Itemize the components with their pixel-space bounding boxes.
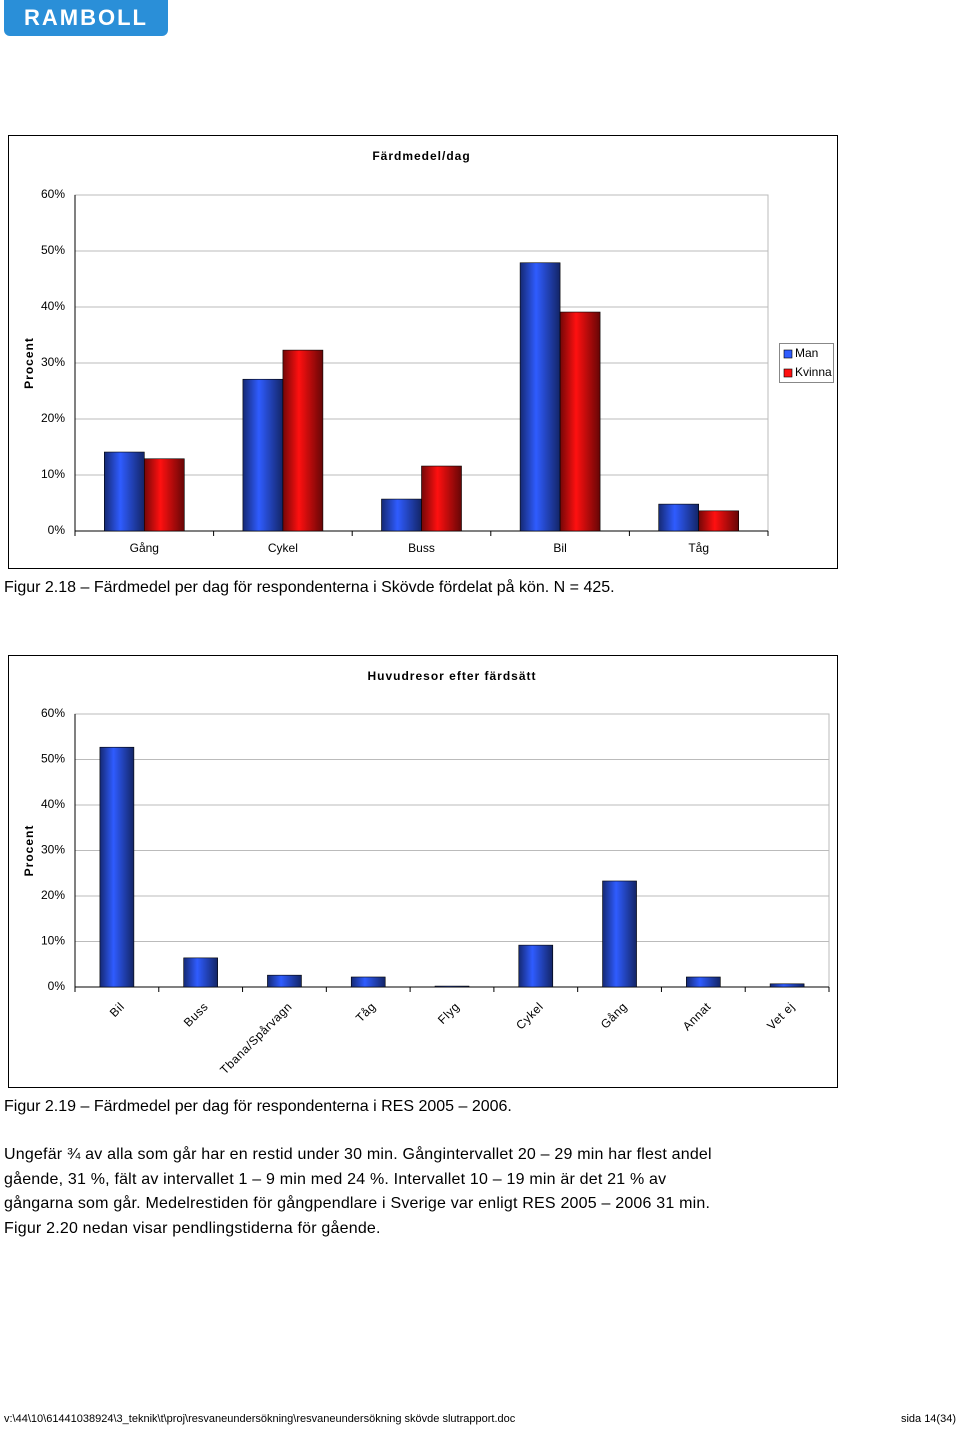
caption: Figur 2.18 – Färdmedel per dag för respo… — [4, 579, 615, 596]
bar — [658, 503, 700, 532]
y-tick-label: 20% — [41, 411, 65, 425]
legend-swatch — [783, 349, 793, 359]
x-tick-label: Flyg — [435, 999, 462, 1026]
x-tick-label: Tbana/Spårvagn — [217, 999, 295, 1077]
x-tick-label: Annat — [680, 999, 714, 1033]
x-tick-label: Cykel — [268, 541, 298, 555]
x-tick-label: Gång — [130, 541, 159, 555]
legend-swatch — [783, 368, 793, 378]
y-tick-label: 30% — [41, 843, 65, 857]
bar — [686, 976, 721, 988]
x-tick-label: Gång — [598, 999, 630, 1031]
chart: Färdmedel/dag Procent 0% 10% 20% 30% 40% 50% 60%… — [8, 135, 838, 569]
x-tick-label: Buss — [181, 999, 211, 1029]
y-tick-label: 10% — [41, 934, 65, 948]
y-tick-label: 60% — [41, 706, 65, 720]
bar — [602, 880, 637, 988]
chart-title: Färdmedel/dag — [372, 149, 470, 163]
bar — [350, 976, 386, 988]
chart-frame — [8, 135, 838, 569]
y-axis-label: Procent — [22, 337, 36, 389]
y-tick-label: 0% — [48, 523, 66, 537]
y-tick-label: 50% — [41, 243, 65, 257]
bar — [381, 498, 422, 532]
x-tick-label: Buss — [408, 541, 435, 555]
footer-path: v:\44\10\61441038924\3_teknik\t\proj\res… — [4, 1413, 516, 1425]
y-tick-label: 60% — [41, 187, 65, 201]
paragraph-line: gående, 31 %, fält av intervallet 1 – 9 … — [4, 1170, 667, 1188]
paragraph-line: Figur 2.20 nedan visar pendlingstiderna … — [4, 1219, 381, 1237]
y-tick-label: 30% — [41, 355, 65, 369]
bar — [421, 465, 462, 532]
caption: Figur 2.19 – Färdmedel per dag för respo… — [4, 1098, 512, 1115]
bar — [519, 262, 561, 532]
x-tick-label: Bil — [553, 541, 566, 555]
footer-page: sida 14(34) — [900, 1413, 956, 1425]
y-tick-label: 10% — [41, 467, 65, 481]
bar — [698, 510, 740, 532]
legend-label: Kvinna — [795, 365, 832, 379]
chart-frame — [8, 655, 838, 1088]
y-tick-label: 50% — [41, 752, 65, 766]
chart-title: Huvudresor efter färdsätt — [367, 669, 536, 683]
bar — [518, 944, 554, 988]
paragraph-line: Ungefär ¾ av alla som går har en restid … — [4, 1146, 712, 1163]
y-tick-label: 40% — [41, 299, 65, 313]
x-tick-label: Vet ej — [764, 999, 797, 1032]
bar — [144, 458, 185, 532]
bar — [434, 985, 470, 988]
bar — [183, 957, 218, 988]
bar — [282, 349, 324, 532]
x-tick-label: Tåg — [688, 541, 709, 555]
y-tick-label: 20% — [41, 888, 65, 902]
bar — [267, 974, 302, 988]
bar — [104, 451, 145, 532]
y-tick-label: 0% — [48, 979, 66, 993]
y-axis-label: Procent — [22, 825, 36, 877]
y-tick-label: 40% — [41, 797, 65, 811]
x-tick-label: Cykel — [513, 999, 546, 1032]
legend-label: Man — [795, 346, 818, 360]
bar — [99, 746, 135, 988]
x-tick-label: Bil — [107, 999, 127, 1019]
chart: Huvudresor efter färdsätt Procent 0% 10% 20%… — [8, 655, 838, 1088]
bar — [559, 311, 601, 532]
x-tick-label: Tåg — [353, 999, 379, 1025]
logo: RAMBOLL — [4, 0, 168, 36]
bar — [242, 378, 284, 532]
bar — [769, 983, 805, 988]
paragraph: Ungefär ¾ av alla som går har en restid … — [4, 1146, 712, 1244]
paragraph-line: gångarna som går. Medelrestiden för gång… — [4, 1195, 711, 1212]
